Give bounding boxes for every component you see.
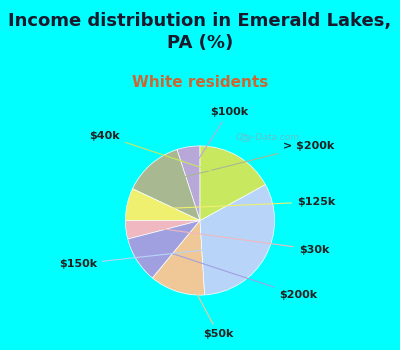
- Text: $150k: $150k: [59, 246, 243, 269]
- Wedge shape: [128, 220, 200, 278]
- Text: ○: ○: [240, 133, 248, 142]
- Wedge shape: [152, 220, 205, 295]
- Text: Income distribution in Emerald Lakes,
PA (%): Income distribution in Emerald Lakes, PA…: [8, 12, 392, 52]
- Text: $40k: $40k: [89, 131, 224, 175]
- Wedge shape: [177, 146, 200, 220]
- Text: $50k: $50k: [185, 272, 234, 340]
- Text: $200k: $200k: [159, 249, 318, 300]
- Text: $30k: $30k: [151, 228, 329, 254]
- Text: $100k: $100k: [194, 107, 248, 167]
- Text: White residents: White residents: [132, 75, 268, 90]
- Wedge shape: [126, 220, 200, 239]
- Text: > $200k: > $200k: [168, 141, 334, 181]
- Wedge shape: [200, 146, 265, 220]
- Text: $125k: $125k: [152, 197, 335, 209]
- Wedge shape: [200, 184, 274, 295]
- Wedge shape: [132, 149, 200, 220]
- Text: City-Data.com: City-Data.com: [235, 133, 299, 142]
- Wedge shape: [126, 189, 200, 220]
